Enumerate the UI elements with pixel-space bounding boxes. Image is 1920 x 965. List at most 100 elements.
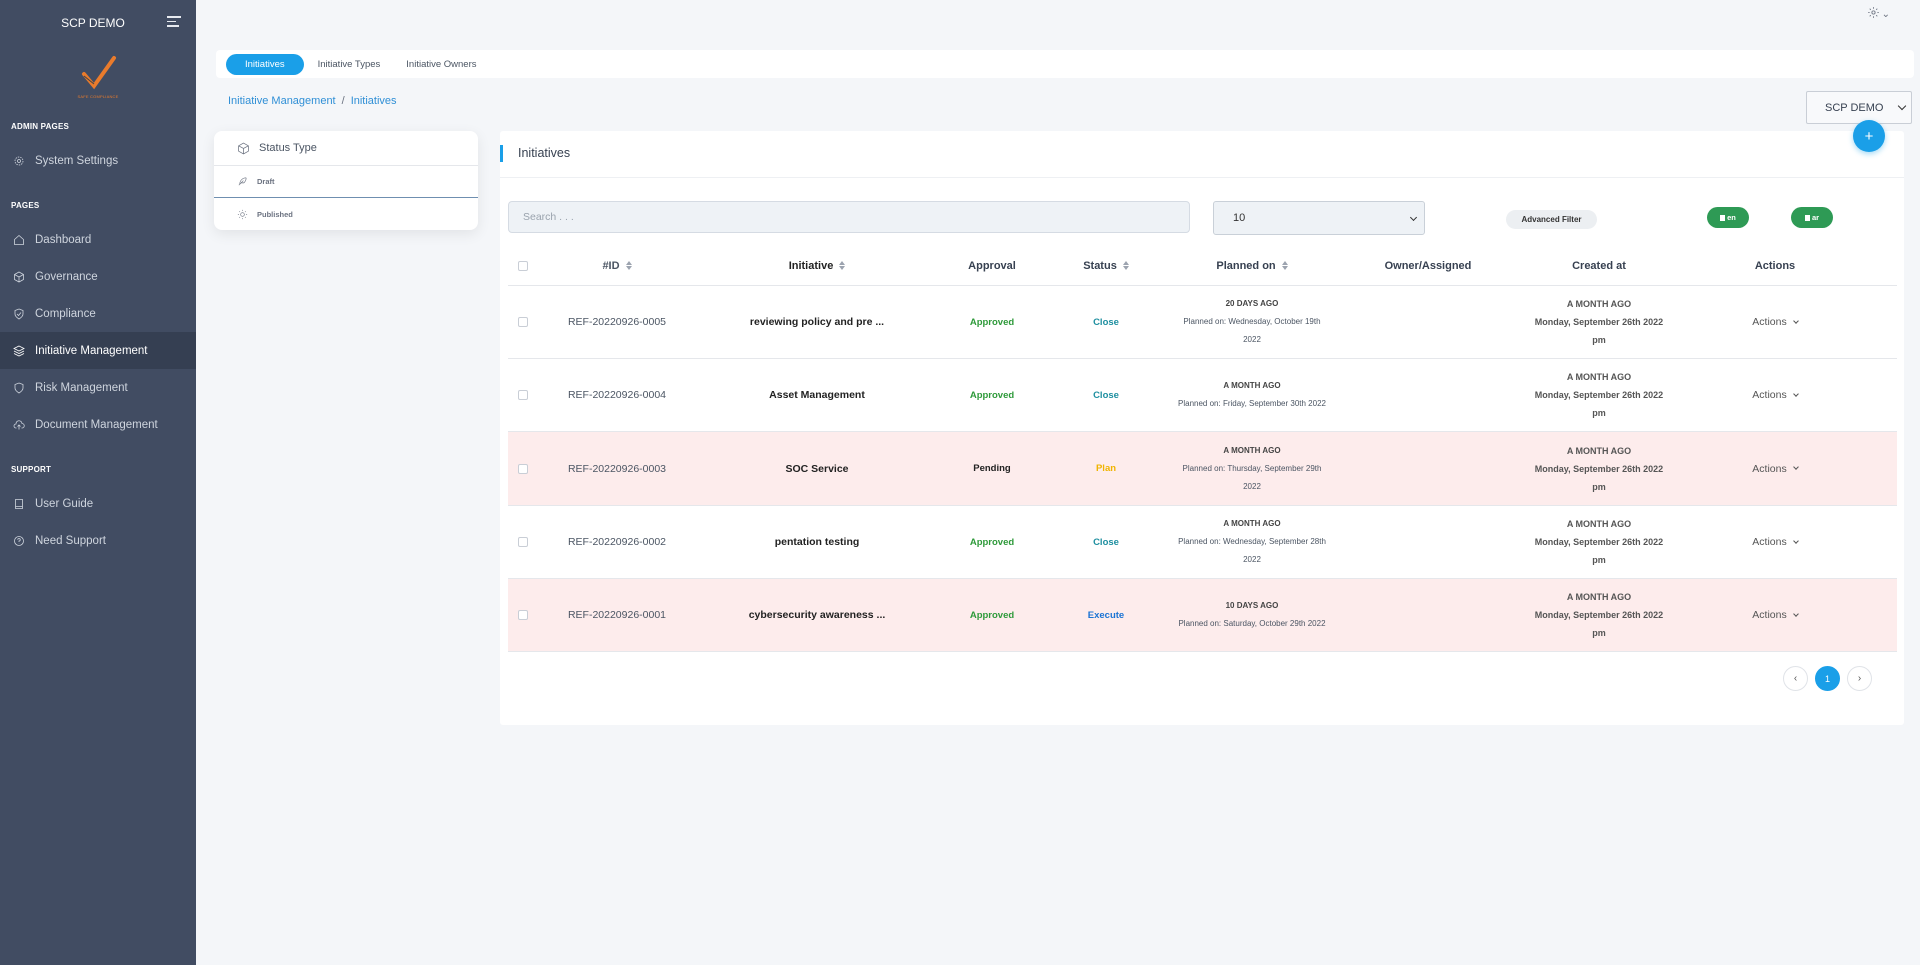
chevron-down-icon	[1897, 101, 1907, 111]
cell-initiative[interactable]: cybersecurity awareness ...	[748, 609, 886, 621]
sidebar-item-label: Compliance	[35, 307, 96, 320]
created-time: pm	[1592, 555, 1606, 565]
planned-date: Planned on: Saturday, October 29th 2022	[1178, 619, 1326, 628]
breadcrumb-item[interactable]: Initiative Management	[228, 95, 336, 107]
cell-planned: A MONTH AGO Planned on: Friday, September…	[1166, 377, 1338, 413]
column-header-initiative[interactable]: Initiative	[696, 260, 938, 272]
sidebar-item-system-settings[interactable]: System Settings	[0, 142, 196, 179]
pagination-page-1[interactable]: 1	[1815, 666, 1840, 691]
export-en-label: en	[1727, 213, 1736, 222]
column-header-status[interactable]: Status	[1046, 260, 1166, 272]
tab-initiative-types[interactable]: Initiative Types	[317, 58, 381, 70]
column-header-planned[interactable]: Planned on	[1166, 257, 1338, 275]
status-option-draft[interactable]: Draft	[214, 166, 478, 198]
section-admin-pages: ADMIN PAGES	[11, 122, 70, 131]
sort-icon	[1122, 260, 1129, 271]
cell-created: A MONTH AGO Monday, September 26th 2022 pm	[1518, 588, 1680, 642]
cell-initiative[interactable]: reviewing policy and pre ...	[749, 316, 885, 328]
column-header-owner: Owner/Assigned	[1384, 259, 1472, 272]
row-checkbox[interactable]	[518, 537, 528, 547]
gear-icon	[13, 155, 25, 167]
sidebar-item-governance[interactable]: Governance	[0, 258, 196, 295]
help-circle-icon	[13, 535, 25, 547]
cell-planned: 20 DAYS AGO Planned on: Wednesday, Octobe…	[1166, 295, 1338, 349]
export-ar-button[interactable]: ar	[1791, 207, 1833, 228]
status-option-label: Published	[257, 209, 293, 219]
settings-menu[interactable]: ⌄	[1867, 6, 1890, 22]
actions-label: Actions	[1752, 389, 1787, 401]
cell-created: A MONTH AGO Monday, September 26th 2022 pm	[1518, 368, 1680, 422]
planned-ago: A MONTH AGO	[1223, 519, 1281, 528]
row-checkbox[interactable]	[518, 317, 528, 327]
row-checkbox[interactable]	[518, 390, 528, 400]
pagination-next-button[interactable]: ›	[1847, 666, 1872, 691]
actions-label: Actions	[1752, 536, 1787, 548]
status-option-published[interactable]: Published	[214, 198, 478, 230]
row-checkbox[interactable]	[518, 610, 528, 620]
menu-toggle-icon[interactable]	[167, 16, 181, 28]
chevron-down-icon	[1792, 537, 1799, 544]
sidebar-item-initiative-management[interactable]: Initiative Management	[0, 332, 196, 369]
actions-dropdown[interactable]: Actions	[1680, 609, 1870, 621]
organization-select[interactable]: SCP DEMO	[1806, 91, 1912, 124]
sidebar-item-label: System Settings	[35, 154, 119, 167]
table-header: #ID Initiative Approval Status Planned o…	[508, 246, 1897, 286]
search-input[interactable]	[508, 201, 1190, 233]
tab-initiative-owners[interactable]: Initiative Owners	[406, 58, 477, 70]
created-ago: A MONTH AGO	[1566, 592, 1632, 602]
planned-ago: A MONTH AGO	[1223, 445, 1281, 455]
row-checkbox[interactable]	[518, 463, 528, 474]
tab-initiatives[interactable]: Initiatives	[226, 53, 304, 75]
created-ago: A MONTH AGO	[1566, 372, 1632, 382]
cell-approval: Approved	[969, 609, 1015, 621]
created-ago: A MONTH AGO	[1566, 519, 1632, 529]
book-icon	[13, 498, 25, 510]
cell-approval: Approved	[969, 536, 1015, 548]
sidebar-item-compliance[interactable]: Compliance	[0, 295, 196, 332]
advanced-filter-button[interactable]: Advanced Filter	[1506, 210, 1597, 229]
cell-status: Execute	[1087, 609, 1125, 621]
file-icon	[1804, 214, 1810, 221]
select-all-checkbox[interactable]	[518, 260, 528, 271]
cell-id: REF-20220926-0004	[567, 389, 667, 401]
status-type-panel: Status Type Draft Published	[214, 131, 478, 230]
sidebar-item-dashboard[interactable]: Dashboard	[0, 221, 196, 258]
created-time: pm	[1592, 481, 1606, 492]
per-page-select[interactable]: 10	[1213, 201, 1425, 235]
created-date: Monday, September 26th 2022	[1534, 610, 1664, 620]
sort-icon	[839, 260, 846, 271]
cell-approval: Approved	[969, 389, 1015, 401]
cell-planned: A MONTH AGO Planned on: Thursday, Septemb…	[1166, 442, 1338, 496]
breadcrumb-item[interactable]: Initiatives	[350, 95, 397, 107]
sidebar-item-label: Initiative Management	[35, 344, 148, 357]
cell-planned: 10 DAYS AGO Planned on: Saturday, October…	[1166, 597, 1338, 633]
cell-initiative[interactable]: SOC Service	[785, 462, 849, 475]
sidebar-item-user-guide[interactable]: User Guide	[0, 485, 196, 522]
sun-icon	[237, 209, 248, 219]
column-header-approval: Approval	[968, 259, 1016, 272]
sidebar-header: SCP DEMO	[0, 0, 196, 46]
actions-dropdown[interactable]: Actions	[1680, 536, 1870, 548]
table-body: REF-20220926-0005 reviewing policy and pr…	[508, 286, 1897, 652]
export-en-button[interactable]: en	[1707, 207, 1749, 228]
cell-initiative[interactable]: Asset Management	[769, 389, 865, 401]
export-ar-label: ar	[1811, 213, 1820, 222]
pagination-prev-button[interactable]: ‹	[1783, 666, 1808, 691]
actions-dropdown[interactable]: Actions	[1680, 316, 1870, 328]
organization-select-value: SCP DEMO	[1825, 101, 1884, 114]
cloud-upload-icon	[13, 419, 25, 431]
add-initiative-button[interactable]: +	[1853, 120, 1885, 152]
planned-year: 2022	[1243, 335, 1261, 344]
table-row: REF-20220926-0002 pentation testing Approv…	[508, 506, 1897, 579]
created-time: pm	[1592, 335, 1606, 345]
cell-initiative[interactable]: pentation testing	[774, 536, 860, 548]
actions-dropdown[interactable]: Actions	[1680, 389, 1870, 401]
created-ago: A MONTH AGO	[1566, 299, 1632, 309]
sidebar-item-need-support[interactable]: Need Support	[0, 522, 196, 559]
column-header-id[interactable]: #ID	[538, 260, 696, 272]
sidebar-item-document-management[interactable]: Document Management	[0, 406, 196, 443]
cell-approval: Pending	[973, 463, 1011, 474]
sidebar-item-risk-management[interactable]: Risk Management	[0, 369, 196, 406]
actions-dropdown[interactable]: Actions	[1680, 463, 1870, 475]
created-ago: A MONTH AGO	[1566, 445, 1632, 456]
